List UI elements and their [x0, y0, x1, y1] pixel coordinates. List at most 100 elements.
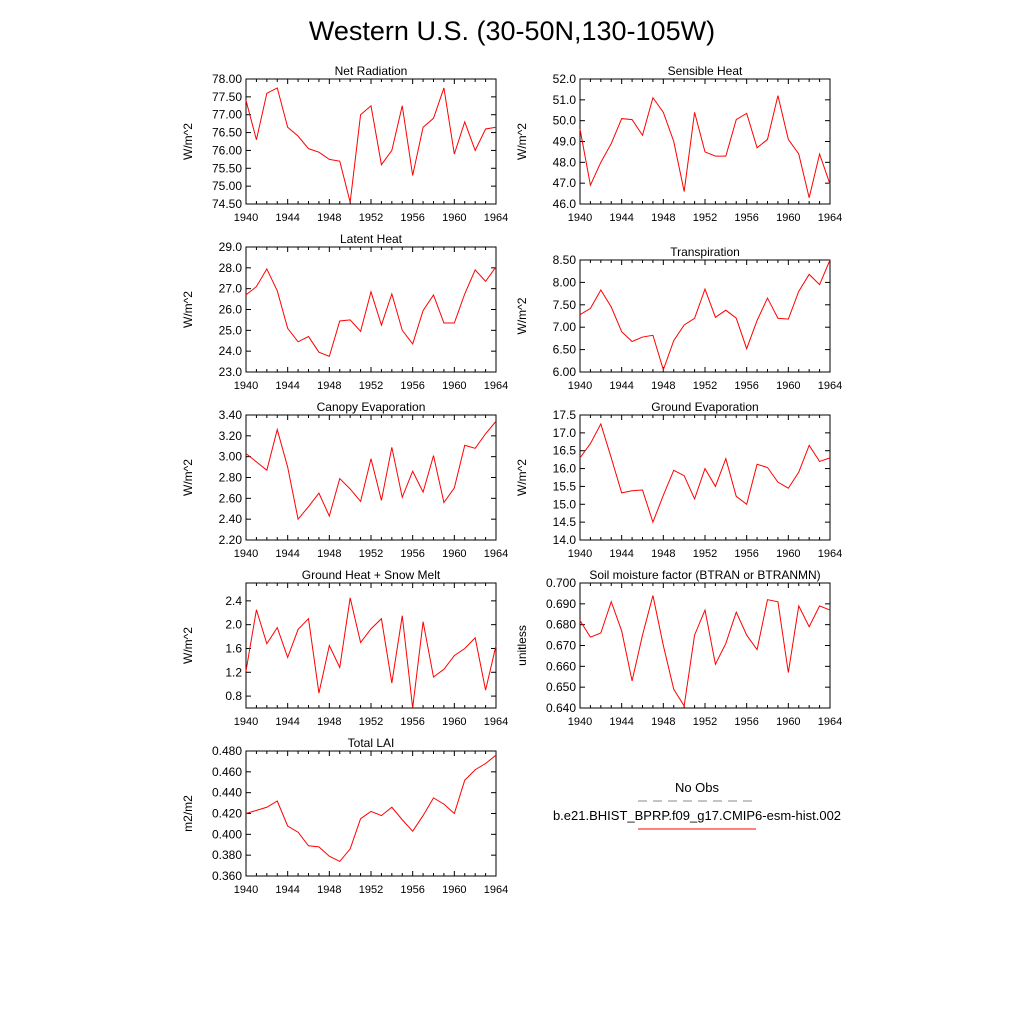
y-tick-label: 0.640: [546, 701, 576, 715]
panel-3: Latent Heat W/m^2 1940 1944 1948 1952 1956 1960…: [181, 232, 508, 392]
x-tick-label: 1944: [609, 716, 633, 728]
y-tick-label: 7.00: [553, 320, 577, 334]
y-tick-label: 6.50: [553, 343, 577, 357]
x-tick-label: 1940: [234, 212, 258, 224]
x-tick-label: 1940: [234, 380, 258, 392]
panel-title: Ground Heat + Snow Melt: [302, 568, 441, 582]
y-tick-label: 75.50: [212, 161, 242, 175]
y-tick-label: 24.0: [219, 344, 243, 358]
y-tick-label: 77.50: [212, 90, 242, 104]
y-tick-label: 0.700: [546, 576, 576, 590]
x-tick-label: 1944: [275, 548, 299, 560]
x-tick-label: 1948: [317, 548, 341, 560]
y-tick-label: 0.650: [546, 680, 576, 694]
x-tick-label: 1952: [693, 548, 717, 560]
x-tick-label: 1952: [359, 716, 383, 728]
y-tick-label: 47.0: [553, 176, 577, 190]
series-line: [245, 266, 497, 358]
x-tick-label: 1964: [818, 212, 842, 224]
y-tick-label: 14.5: [553, 515, 577, 529]
y-tick-label: 16.5: [553, 444, 577, 458]
x-tick-label: 1964: [484, 212, 508, 224]
y-tick-label: 0.440: [212, 786, 242, 800]
x-tick-label: 1948: [317, 212, 341, 224]
x-tick-label: 1952: [359, 548, 383, 560]
x-tick-label: 1944: [275, 884, 299, 896]
y-tick-label: 16.0: [553, 462, 577, 476]
x-tick-label: 1944: [275, 212, 299, 224]
x-tick-label: 1956: [734, 212, 758, 224]
y-tick-label: 14.0: [553, 533, 577, 547]
y-tick-label: 6.00: [553, 365, 577, 379]
y-tick-label: 2.20: [219, 533, 243, 547]
x-tick-label: 1960: [442, 884, 466, 896]
plot-frame: [245, 414, 497, 541]
y-tick-label: 1.6: [225, 641, 242, 655]
y-tick-label: 46.0: [553, 197, 577, 211]
x-tick-label: 1956: [734, 548, 758, 560]
y-tick-label: 51.0: [553, 93, 577, 107]
y-tick-label: 75.00: [212, 179, 242, 193]
x-tick-label: 1956: [734, 380, 758, 392]
panel-6: Ground Evaporation W/m^2 1940 1944 1948 1952 1…: [515, 400, 842, 560]
x-tick-label: 1964: [484, 716, 508, 728]
panel-title: Latent Heat: [340, 232, 403, 246]
x-tick-label: 1964: [818, 380, 842, 392]
x-tick-label: 1940: [568, 548, 592, 560]
y-tick-label: 17.0: [553, 426, 577, 440]
x-tick-label: 1944: [275, 380, 299, 392]
x-tick-label: 1964: [484, 380, 508, 392]
series-line: [579, 95, 831, 198]
x-tick-label: 1952: [359, 212, 383, 224]
panels: Net Radiation W/m^2 1940 1944 1948 1952 1956 19…: [181, 64, 842, 896]
x-tick-label: 1964: [484, 884, 508, 896]
x-tick-label: 1948: [651, 380, 675, 392]
x-tick-label: 1960: [442, 380, 466, 392]
y-tick-label: 48.0: [553, 155, 577, 169]
y-tick-label: 7.50: [553, 298, 577, 312]
y-tick-label: 25.0: [219, 323, 243, 337]
y-tick-label: 26.0: [219, 303, 243, 317]
x-tick-label: 1940: [568, 716, 592, 728]
panel-title: Sensible Heat: [668, 64, 743, 78]
x-tick-label: 1944: [609, 380, 633, 392]
panel-title: Net Radiation: [335, 64, 408, 78]
y-tick-label: 27.0: [219, 282, 243, 296]
y-axis-label: W/m^2: [515, 297, 529, 334]
plot-frame: [579, 78, 831, 205]
y-tick-label: 2.40: [219, 512, 243, 526]
y-axis-label: W/m^2: [181, 627, 195, 664]
y-tick-label: 74.50: [212, 197, 242, 211]
x-tick-label: 1964: [818, 548, 842, 560]
y-tick-label: 77.00: [212, 108, 242, 122]
plot-frame: [245, 246, 497, 373]
panel-9: Total LAI m2/m2 1940 1944 1948 1952 1956 1960 19…: [181, 736, 508, 896]
x-tick-label: 1952: [693, 212, 717, 224]
y-tick-label: 8.00: [553, 275, 577, 289]
y-tick-label: 2.0: [225, 618, 242, 632]
y-tick-label: 28.0: [219, 261, 243, 275]
y-tick-label: 0.690: [546, 597, 576, 611]
panel-2: Sensible Heat W/m^2 1940 1944 1948 1952 1956 19…: [515, 64, 842, 224]
panel-1: Net Radiation W/m^2 1940 1944 1948 1952 1956 19…: [181, 64, 508, 224]
series-line: [245, 420, 497, 521]
x-tick-label: 1960: [776, 548, 800, 560]
x-tick-label: 1956: [400, 716, 424, 728]
x-tick-label: 1952: [693, 380, 717, 392]
y-axis-label: W/m^2: [181, 459, 195, 496]
x-tick-label: 1960: [776, 716, 800, 728]
y-axis-label: m2/m2: [181, 795, 195, 832]
y-tick-label: 3.00: [219, 450, 243, 464]
panel-title: Ground Evaporation: [651, 400, 758, 414]
y-tick-label: 2.60: [219, 491, 243, 505]
y-tick-label: 78.00: [212, 72, 242, 86]
x-tick-label: 1964: [484, 548, 508, 560]
y-tick-label: 0.420: [212, 807, 242, 821]
x-tick-label: 1956: [400, 212, 424, 224]
y-tick-label: 2.4: [225, 594, 242, 608]
y-tick-label: 2.80: [219, 471, 243, 485]
x-tick-label: 1952: [359, 884, 383, 896]
x-tick-label: 1960: [442, 716, 466, 728]
x-tick-label: 1952: [359, 380, 383, 392]
